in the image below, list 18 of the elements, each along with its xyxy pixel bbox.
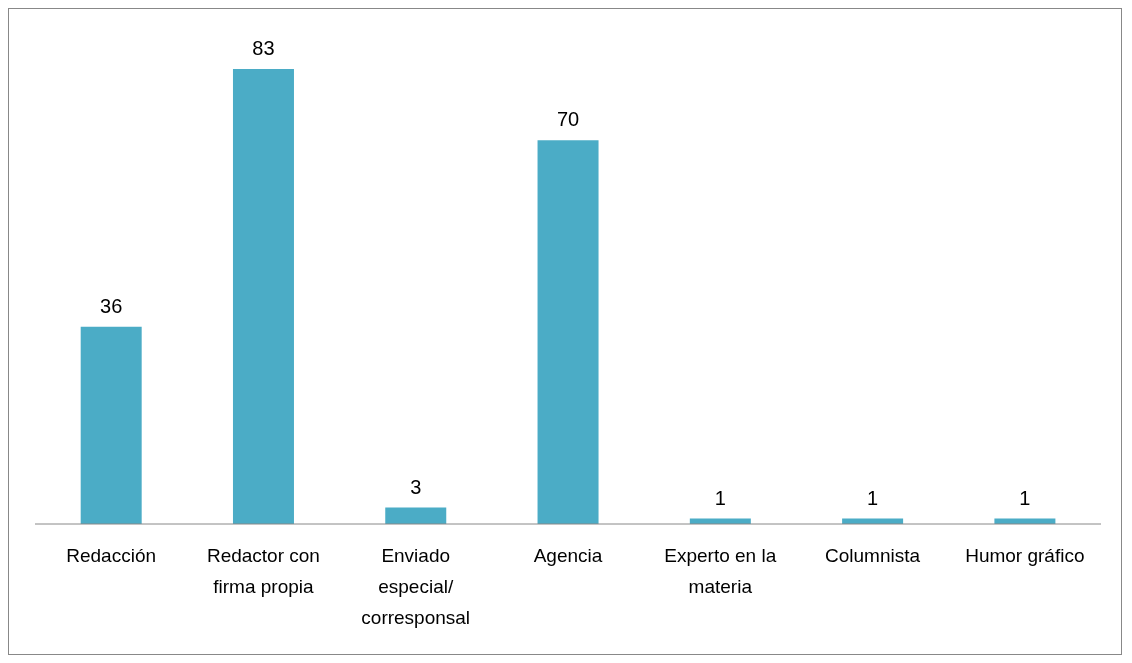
bar [385,507,447,524]
x-tick-label: Experto en la materia [664,545,777,597]
data-label: 3 [410,475,422,498]
data-label: 1 [1019,486,1031,509]
bar [232,69,294,524]
bar [80,326,142,524]
x-tick-label: Enviado especial/ corresponsal [361,545,471,628]
x-tick-label: Redacción [66,545,157,566]
data-label: 70 [556,108,580,131]
data-label: 1 [867,486,879,509]
data-label: 36 [100,294,123,317]
x-tick-label: Redactor con firma propia [206,545,320,597]
x-tick-label: Humor gráfico [965,545,1085,566]
x-tick-label: Agencia [533,545,603,566]
data-label: 83 [252,37,275,59]
bar [537,140,599,524]
x-tick-label: Columnista [825,545,921,566]
data-label: 1 [714,486,726,509]
